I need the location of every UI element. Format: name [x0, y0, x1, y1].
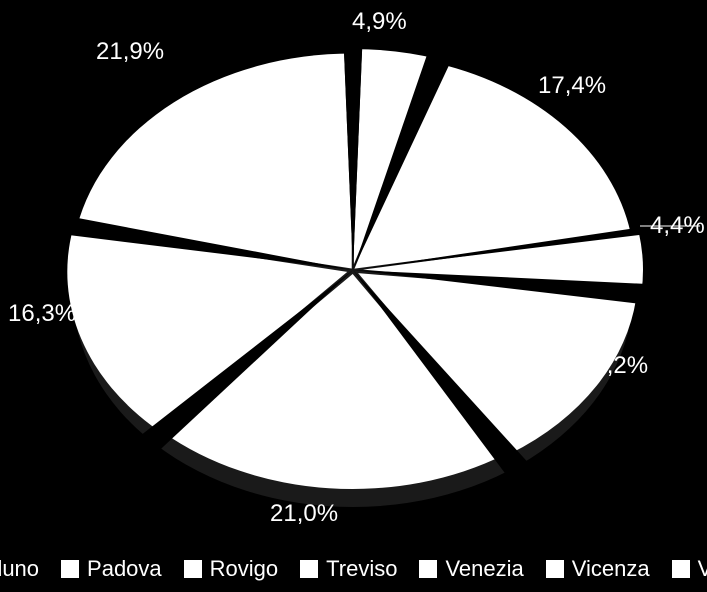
legend-item-rovigo: Rovigo [184, 556, 278, 582]
legend-swatch [184, 560, 202, 578]
legend-swatch [419, 560, 437, 578]
legend-label: Verona [698, 556, 707, 582]
pct-label-verona: 21,9% [96, 38, 164, 66]
legend: Belluno Padova Rovigo Treviso Venezia Vi… [0, 556, 707, 582]
legend-item-belluno: Belluno [0, 556, 39, 582]
pct-label-rovigo: 4,4% [650, 212, 705, 240]
legend-label: Venezia [445, 556, 523, 582]
legend-label: Rovigo [210, 556, 278, 582]
pct-label-padova: 17,4% [538, 72, 606, 100]
legend-swatch [300, 560, 318, 578]
legend-item-venezia: Venezia [419, 556, 523, 582]
legend-item-vicenza: Vicenza [546, 556, 650, 582]
legend-item-padova: Padova [61, 556, 162, 582]
legend-swatch [546, 560, 564, 578]
legend-swatch [61, 560, 79, 578]
legend-label: Belluno [0, 556, 39, 582]
pct-label-treviso: 14,2% [580, 352, 648, 380]
legend-label: Vicenza [572, 556, 650, 582]
legend-item-verona: Verona [672, 556, 707, 582]
chart-stage: { "chart": { "type": "pie", "background_… [0, 0, 707, 592]
legend-swatch [672, 560, 690, 578]
pct-label-venezia: 21,0% [270, 500, 338, 528]
legend-label: Padova [87, 556, 162, 582]
legend-label: Treviso [326, 556, 397, 582]
pct-label-belluno: 4,9% [352, 8, 407, 36]
legend-item-treviso: Treviso [300, 556, 397, 582]
pct-label-vicenza: 16,3% [8, 300, 76, 328]
